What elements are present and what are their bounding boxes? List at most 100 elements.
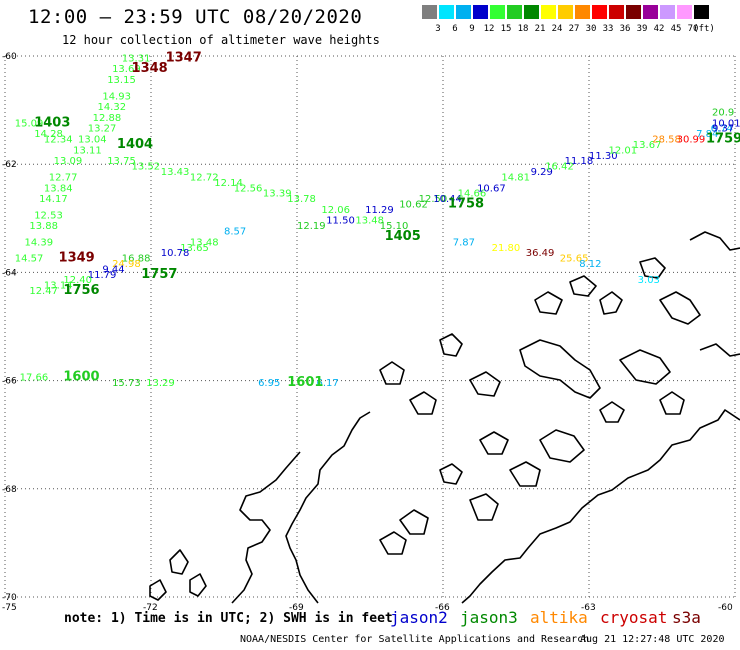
- swh-value-label: 13.65: [180, 243, 209, 254]
- swh-value-label: 13.09: [54, 156, 83, 167]
- swh-value-label: 30.99: [677, 135, 706, 146]
- swh-value-label: 14.39: [24, 237, 53, 248]
- swh-value-label: 12.56: [234, 183, 263, 194]
- legend-swatch: [609, 5, 624, 19]
- legend-label: 42: [653, 24, 665, 34]
- lat-tick-label: -60: [2, 52, 17, 62]
- coastline: [149, 231, 740, 604]
- swh-value-label: 11.30: [589, 151, 618, 162]
- legend-swatch: [490, 5, 505, 19]
- swh-value-label: 15.73: [112, 378, 141, 389]
- pass-time-label: 1347: [166, 50, 202, 65]
- lon-tick-label: -60: [718, 603, 733, 613]
- legend-swatch: [677, 5, 692, 19]
- satellite-legend-jason2: jason2: [390, 608, 448, 627]
- swh-value-label: 21.80: [492, 243, 521, 254]
- swh-value-label: 13.67: [633, 140, 662, 151]
- lon-tick-label: -66: [435, 603, 450, 613]
- swh-value-label: 13.39: [263, 189, 292, 200]
- swh-value-label: 10.78: [161, 248, 190, 259]
- legend-swatch: [473, 5, 488, 19]
- swh-value-label: 24.98: [112, 259, 141, 270]
- legend-label: 36: [619, 24, 631, 34]
- coastline-islands-south: [149, 461, 541, 601]
- swh-value-label: 13.69: [112, 64, 141, 75]
- lon-tick-label: -69: [289, 603, 304, 613]
- swh-value-label: 12.06: [321, 205, 350, 216]
- swh-value-label: 17.66: [20, 373, 49, 384]
- legend-label: 18: [517, 24, 529, 34]
- swh-value-label: 10.67: [477, 183, 506, 194]
- swh-value-label: 11.29: [365, 205, 394, 216]
- swh-value-label: 13.15: [107, 75, 136, 86]
- swh-value-label: 7.87: [453, 237, 475, 248]
- chart-subtitle: 12 hour collection of altimeter wave hei…: [62, 33, 380, 47]
- legend-label: 33: [602, 24, 614, 34]
- swh-value-label: 14.32: [97, 102, 126, 113]
- legend-label: 12: [483, 24, 495, 34]
- footer-timestamp: Aug 21 12:27:48 UTC 2020: [580, 634, 725, 645]
- legend-swatch: [524, 5, 539, 19]
- swh-value-label: 6.17: [316, 378, 338, 389]
- legend-swatch: [558, 5, 573, 19]
- legend-label: 24: [551, 24, 563, 34]
- footer-note: note: 1) Time is in UTC; 2) SWH is in fe…: [64, 611, 393, 626]
- coastline-islands-north: [379, 231, 740, 535]
- swh-value-label: 13.78: [287, 194, 316, 205]
- legend-label: 45: [670, 24, 682, 34]
- swh-value-label: 16.42: [545, 162, 574, 173]
- swh-value-label: 13.75: [107, 156, 136, 167]
- legend-label: 3: [435, 24, 441, 34]
- swh-value-label: 8.57: [224, 227, 246, 238]
- legend-swatch: [541, 5, 556, 19]
- swh-value-label: 12.77: [49, 172, 78, 183]
- legend-label: 6: [452, 24, 458, 34]
- swh-value-label: 12.34: [44, 135, 73, 146]
- pass-time-label: 1600: [63, 370, 99, 385]
- axis-labels: -60 -62 -64 -66 -68 -70-75 -72 -69 -66 -63 -60: [2, 52, 733, 613]
- pass-time-label: 1404: [117, 137, 153, 152]
- swh-value-label: 14.66: [458, 189, 487, 200]
- lon-tick-label: -75: [2, 603, 17, 613]
- lat-tick-label: -68: [2, 485, 17, 495]
- swh-value-label: 12.01: [608, 145, 637, 156]
- legend-label: 27: [568, 24, 580, 34]
- swh-value-label: 14.28: [34, 129, 63, 140]
- legend-label: 30: [585, 24, 597, 34]
- swh-value-label: 8.12: [579, 259, 601, 270]
- legend-swatch: [643, 5, 658, 19]
- swh-value-label: 3.03: [638, 275, 660, 286]
- lon-tick-label: -72: [143, 603, 158, 613]
- lon-tick-label: -63: [581, 603, 596, 613]
- lat-tick-label: -64: [2, 268, 17, 278]
- legend-swatch: [626, 5, 641, 19]
- swh-value-label: 13.04: [78, 135, 107, 146]
- swh-value-label: 13.31: [122, 53, 151, 64]
- swh-value-label: 13.29: [146, 378, 175, 389]
- lat-tick-label: -70: [2, 593, 17, 603]
- swh-value-label: 13.88: [29, 221, 58, 232]
- swh-value-label: 12.14: [214, 178, 243, 189]
- swh-value-label: 14.81: [501, 172, 530, 183]
- swh-value-label: 15.10: [380, 221, 409, 232]
- swh-value-label: 13.84: [44, 183, 73, 194]
- swh-value-label: 36.49: [526, 248, 555, 259]
- swh-value-label: 13.27: [88, 124, 117, 135]
- pass-time-label: 1758: [448, 196, 484, 211]
- lat-tick-label: -66: [2, 377, 17, 387]
- legend-label: 70: [687, 24, 699, 34]
- legend-unit-label: (ft): [693, 24, 715, 34]
- pass-time-label: 1759: [706, 132, 740, 147]
- legend-swatch: [575, 5, 590, 19]
- swh-value-label: 13.52: [132, 162, 161, 173]
- satellite-legend-altika: altika: [530, 608, 588, 627]
- swh-value-label: 12.53: [34, 210, 63, 221]
- graticule: [4, 55, 736, 598]
- legend-swatch: [439, 5, 454, 19]
- lat-tick-label: -62: [2, 160, 17, 170]
- pass-time-label: 1403: [34, 115, 70, 130]
- legend-swatch: [422, 5, 437, 19]
- swh-value-label: 10.44: [433, 194, 462, 205]
- pass-time-label: 1405: [385, 229, 421, 244]
- pass-time-label: 1349: [59, 251, 95, 266]
